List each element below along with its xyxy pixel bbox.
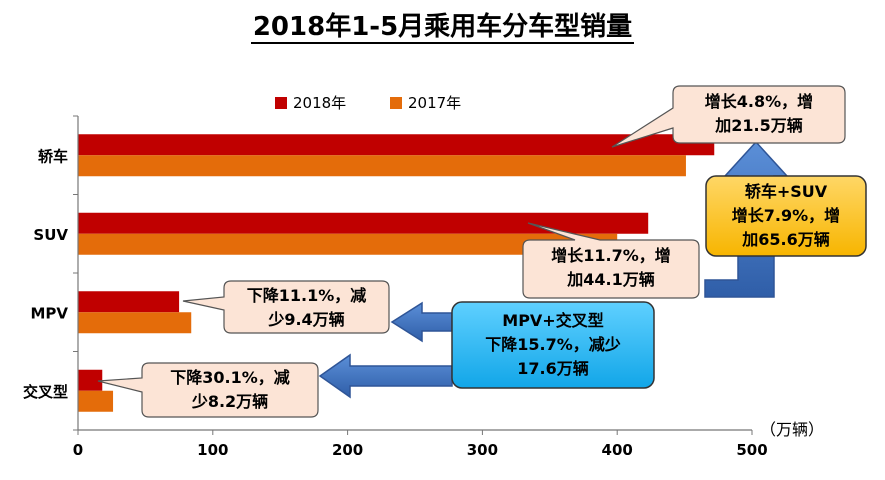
callout-mpv-crossover-total: MPV+交叉型 下降15.7%，减少 17.6万辆 [452,309,654,381]
callout-suv-shape [522,222,700,299]
callout-sedan-line-1: 增长4.8%，增 [704,92,814,111]
chart-title: 2018年1-5月乘用车分车型销量 [0,6,885,44]
callout-crossover-line-2: 少8.2万辆 [191,392,269,411]
legend-item-2017: 2017年 [390,92,461,113]
callout-sedan: 增长4.8%，增 加21.5万辆 [677,90,841,138]
callout-sedan-suv-total: 轿车+SUV 增长7.9%，增 加65.6万辆 [706,180,866,252]
callout-total2-line-2: 下降15.7%，减少 [485,335,621,354]
callout-suv: 增长11.7%，增 加44.1万辆 [527,244,695,292]
x-axis-unit: （万辆） [760,420,825,439]
legend-swatch-2018 [275,96,287,109]
y-tick-label: 交叉型 [23,383,68,401]
callout-suv-line-2: 加44.1万辆 [567,270,655,289]
arrow-mpv-total [390,301,453,343]
callout-crossover-line-1: 下降30.1%，减 [170,368,290,387]
bar-2017-3 [78,390,114,412]
arrow-crossover-total [318,353,453,399]
y-tick-label: MPV [30,304,68,322]
callout-crossover-shape [97,362,319,418]
y-tick-label: SUV [33,226,68,244]
x-tick-label: 400 [602,441,633,459]
callout-mpv-line-2: 少9.4万辆 [268,310,345,329]
callout-mpv: 下降11.1%，减 少9.4万辆 [228,284,385,332]
chart-title-text: 2018年1-5月乘用车分车型销量 [250,12,635,44]
legend-swatch-2017 [390,96,402,109]
x-tick-label: 0 [73,441,83,459]
bar-2018-0 [78,134,715,156]
legend-item-2018: 2018年 [275,92,346,113]
y-tick-label: 轿车 [38,147,68,165]
callout-mpv-line-1: 下降11.1%，减 [246,286,367,305]
callout-mpv-crossover-total-shape [451,301,655,389]
x-tick-label: 100 [197,441,228,459]
callout-total2-line-1: MPV+交叉型 [502,311,604,330]
legend-label-2018: 2018年 [293,94,347,112]
x-tick-label: 300 [467,441,498,459]
x-tick-label: 200 [332,441,363,459]
bar-2017-0 [78,155,686,177]
callout-suv-line-1: 增长11.7%，增 [551,246,671,265]
legend-label-2017: 2017年 [408,94,462,112]
x-tick-label: 500 [736,441,767,459]
callout-total1-line-1: 轿车+SUV [744,182,828,201]
callout-sedan-line-2: 加21.5万辆 [715,116,803,135]
callout-crossover: 下降30.1%，减 少8.2万辆 [146,366,314,414]
callout-mpv-shape [182,280,390,334]
bar-2017-2 [78,312,192,334]
bar-2018-1 [78,212,649,234]
bar-2018-2 [78,291,180,313]
bar-2018-3 [78,369,103,391]
bar-2017-1 [78,233,618,255]
callout-sedan-shape [611,85,846,148]
callout-sedan-suv-total-shape [705,175,867,257]
callout-total1-line-3: 加65.6万辆 [742,230,830,249]
callout-total2-line-3: 17.6万辆 [517,359,589,378]
callout-total1-line-2: 增长7.9%，增 [731,206,841,225]
